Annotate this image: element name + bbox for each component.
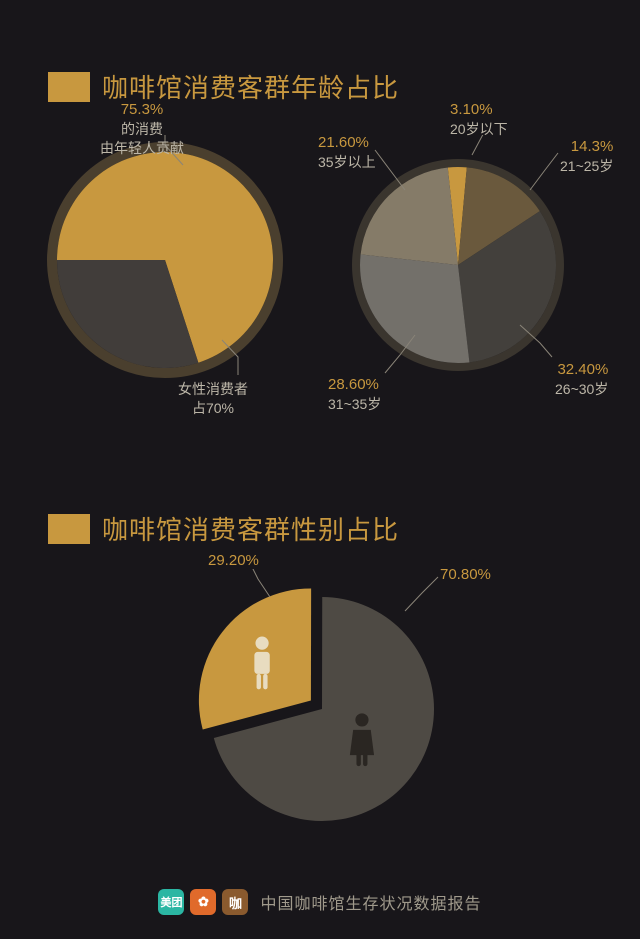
chart-label: 75.3%的消费由年轻人贡献 (100, 100, 184, 158)
chart-area-age: 75.3%的消费由年轻人贡献女性消费者占70%3.10%20岁以下14.3%21… (0, 135, 640, 455)
chart-label: 21.60%35岁以上 (318, 133, 376, 172)
title-row-1: 咖啡馆消费客群年龄占比 (0, 68, 640, 105)
title-bar-2 (48, 514, 90, 544)
badge-dianping: ✿ (190, 889, 216, 915)
title-bar-1 (48, 72, 90, 102)
section-age: 咖啡馆消费客群年龄占比 75.3%的消费由年轻人贡献女性消费者占70%3.10%… (0, 68, 640, 455)
badge-kamen: 咖 (222, 889, 248, 915)
chart-area-gender: 29.20%70.80% (0, 569, 640, 869)
title-row-2: 咖啡馆消费客群性别占比 (0, 510, 640, 547)
chart-label: 70.80% (440, 565, 491, 585)
footer-text: 中国咖啡馆生存状况数据报告 (260, 890, 481, 914)
chart-label: 3.10%20岁以下 (450, 100, 508, 139)
chart-label: 28.60%31~35岁 (328, 375, 381, 414)
chart-label: 14.3%21~25岁 (560, 137, 613, 176)
footer: 美团 ✿ 咖 中国咖啡馆生存状况数据报告 (0, 889, 640, 915)
chart-label: 29.20% (208, 551, 259, 571)
chart-label: 32.40%26~30岁 (555, 360, 608, 399)
badge-meituan: 美团 (158, 889, 184, 915)
chart-label: 女性消费者占70% (178, 380, 248, 418)
title-2: 咖啡馆消费客群性别占比 (102, 510, 399, 547)
section-gender: 咖啡馆消费客群性别占比 29.20%70.80% (0, 510, 640, 869)
